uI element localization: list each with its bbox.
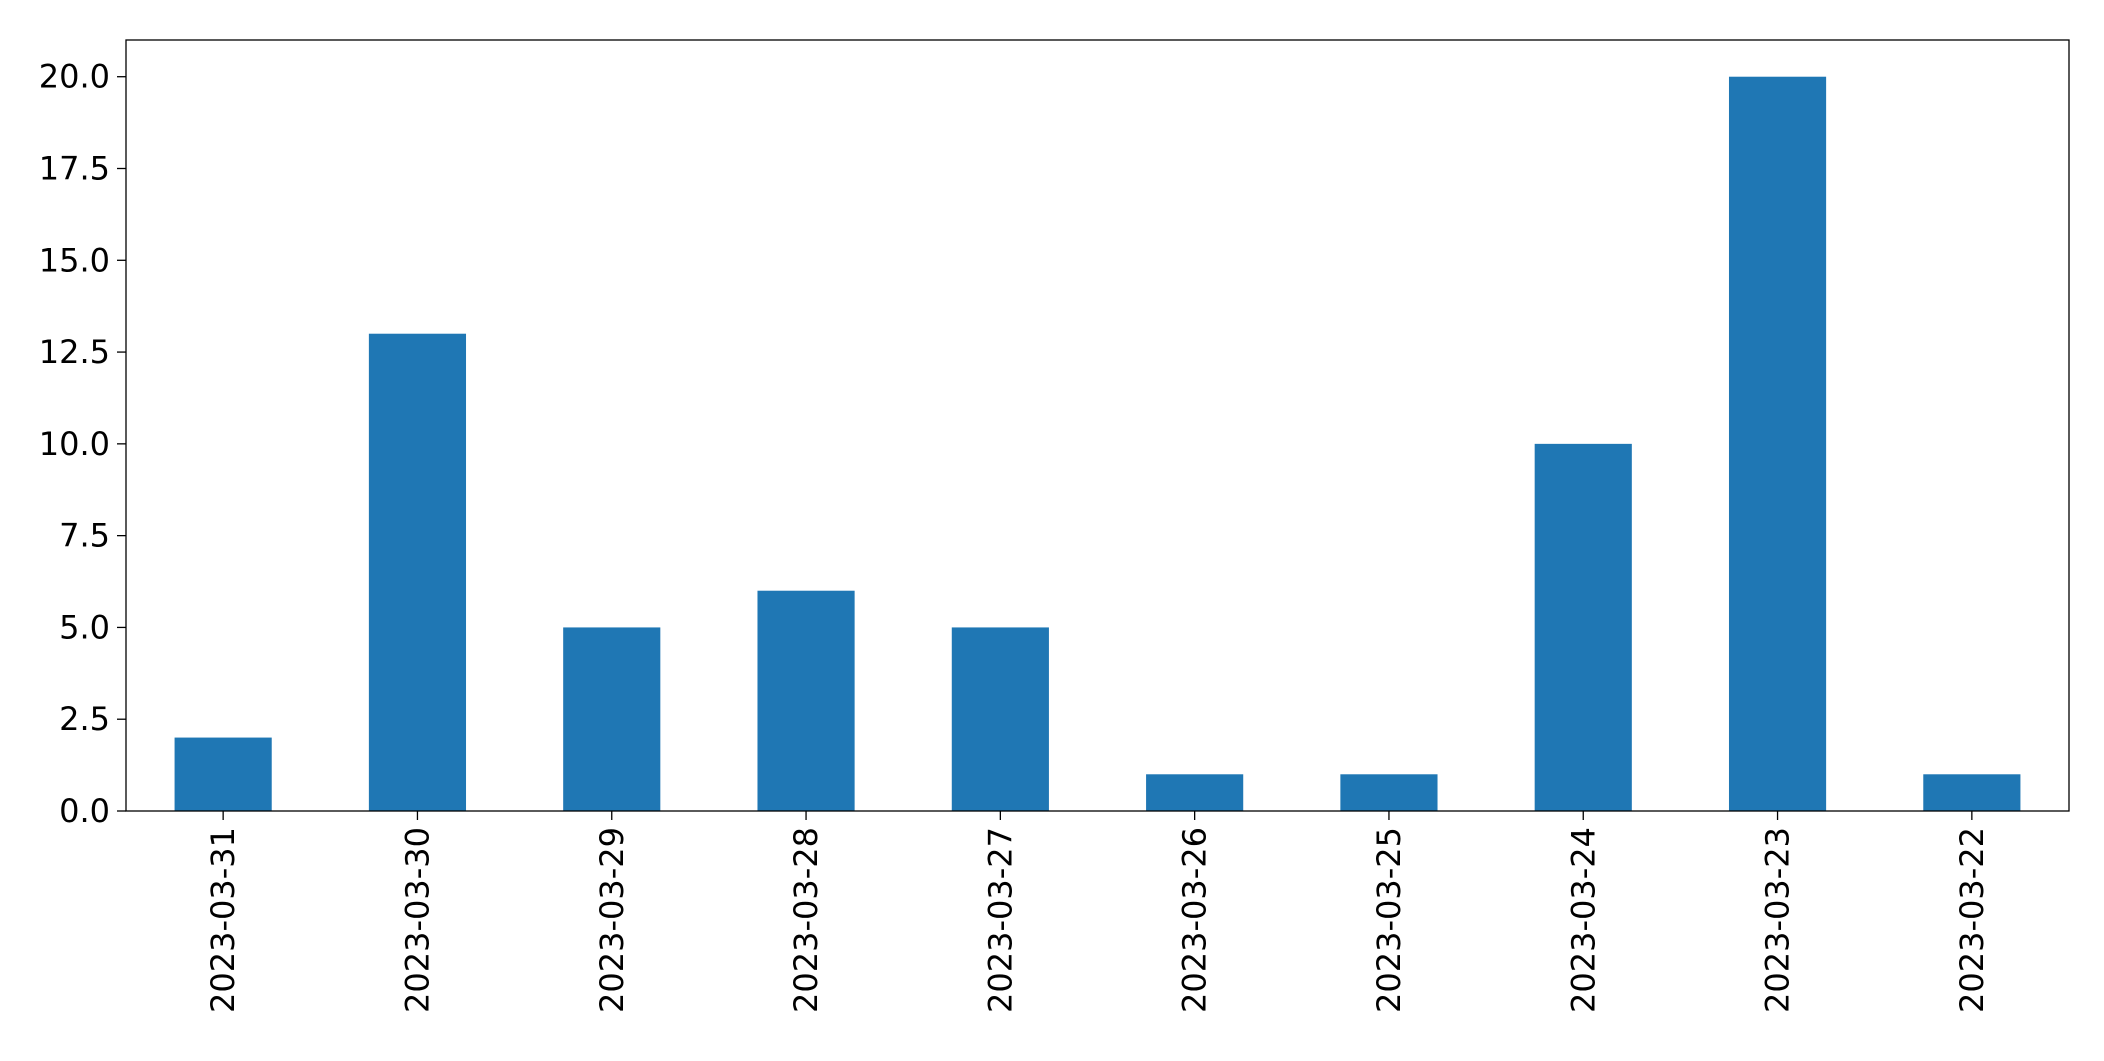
y-tick-label: 20.0 (39, 58, 110, 96)
y-tick-label: 17.5 (39, 150, 110, 188)
y-tick-label: 10.0 (39, 425, 110, 463)
bar-2023-03-30 (368, 333, 467, 811)
bars-group (174, 76, 2021, 811)
x-tick-label: 2023-03-30 (398, 827, 436, 1013)
y-tick-label: 15.0 (39, 241, 110, 279)
x-tick-label: 2023-03-22 (1953, 827, 1991, 1013)
bar-2023-03-29 (563, 627, 661, 811)
y-tick-label: 12.5 (39, 333, 110, 371)
x-tick-label: 2023-03-25 (1370, 827, 1408, 1013)
plot-area-frame (125, 39, 2070, 812)
y-tick-label: 7.5 (59, 517, 110, 555)
x-tick-label: 2023-03-31 (204, 827, 242, 1013)
y-tick-label: 2.5 (59, 700, 110, 738)
bar-2023-03-31 (174, 737, 272, 811)
bar-2023-03-25 (1340, 774, 1438, 811)
bar-2023-03-26 (1146, 774, 1244, 811)
bar-2023-03-28 (757, 590, 855, 811)
y-axis: 0.0 2.5 5.0 7.5 10.0 12.5 15.0 17.5 20.0 (39, 58, 126, 830)
x-tick-label: 2023-03-28 (787, 827, 825, 1013)
y-tick-label: 5.0 (59, 608, 110, 646)
x-axis: 2023-03-31 2023-03-30 2023-03-29 2023-03-28… (204, 811, 1991, 1013)
bar-2023-03-24 (1534, 443, 1632, 811)
x-tick-label: 2023-03-24 (1564, 827, 1602, 1013)
x-tick-label: 2023-03-26 (1176, 827, 1214, 1013)
x-tick-label: 2023-03-23 (1759, 827, 1797, 1013)
x-tick-label: 2023-03-27 (981, 827, 1019, 1013)
bar-2023-03-27 (951, 627, 1049, 811)
x-tick-label: 2023-03-29 (593, 827, 631, 1013)
y-tick-label: 0.0 (59, 792, 110, 830)
bar-2023-03-23 (1728, 76, 1827, 811)
bar-2023-03-22 (1923, 774, 2021, 811)
